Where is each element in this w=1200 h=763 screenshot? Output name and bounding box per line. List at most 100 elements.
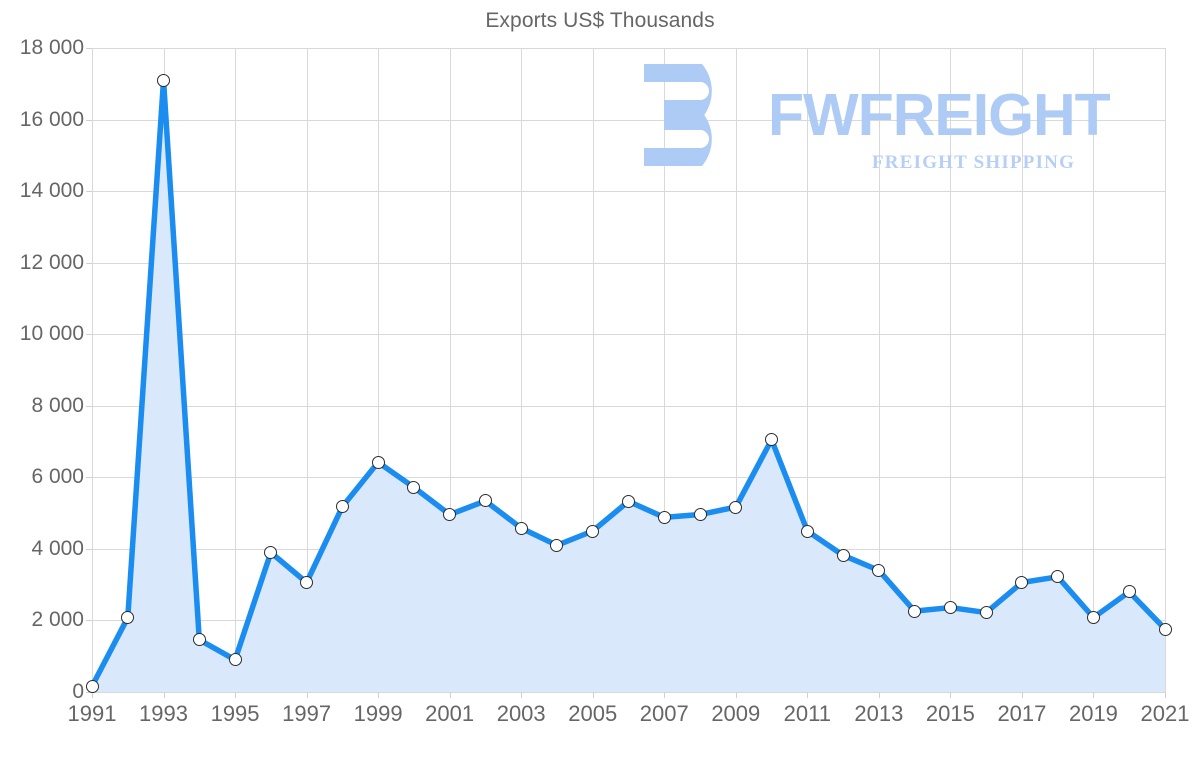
data-point-marker[interactable]	[1122, 585, 1136, 599]
gridline-vertical	[378, 48, 380, 692]
x-axis-tick-label: 2009	[711, 701, 761, 726]
data-point-marker[interactable]	[765, 433, 779, 447]
x-axis-tick-label: 1995	[210, 701, 260, 726]
data-point-marker[interactable]	[157, 73, 171, 87]
y-axis-tick-label: 14 000	[19, 179, 84, 203]
gridline-vertical	[521, 48, 523, 692]
gridline-horizontal	[92, 191, 1165, 193]
y-tick-mark	[86, 262, 92, 264]
x-tick-mark	[378, 692, 380, 698]
data-point-marker[interactable]	[1086, 611, 1100, 625]
data-point-marker[interactable]	[1051, 570, 1065, 584]
gridline-vertical	[1093, 48, 1095, 692]
x-axis-tick-label: 1999	[353, 701, 403, 726]
data-point-marker[interactable]	[729, 500, 743, 514]
data-point-marker[interactable]	[908, 604, 922, 618]
x-axis-tick-label: 1997	[282, 701, 332, 726]
data-point-marker[interactable]	[300, 576, 314, 590]
x-tick-mark	[592, 692, 594, 698]
gridline-vertical	[449, 48, 451, 692]
x-axis-tick-label: 2007	[639, 701, 689, 726]
y-axis-tick-label: 4 000	[31, 536, 84, 560]
x-axis-tick-label: 2015	[925, 701, 975, 726]
gridline-vertical	[735, 48, 737, 692]
gridline-vertical	[1021, 48, 1023, 692]
x-tick-mark	[449, 692, 451, 698]
data-point-marker[interactable]	[943, 601, 957, 615]
y-tick-mark	[86, 119, 92, 121]
data-point-marker[interactable]	[1015, 576, 1029, 590]
x-axis-tick-label: 2021	[1140, 701, 1190, 726]
data-point-marker[interactable]	[228, 653, 242, 667]
data-point-marker[interactable]	[550, 538, 564, 552]
gridline-vertical	[807, 48, 809, 692]
data-point-marker[interactable]	[443, 508, 457, 522]
gridline-horizontal	[92, 405, 1165, 407]
x-tick-mark	[163, 692, 165, 698]
x-tick-mark	[1165, 692, 1166, 698]
gridline-horizontal	[92, 48, 1165, 49]
gridline-vertical	[950, 48, 952, 692]
y-axis-tick-label: 18 000	[19, 36, 84, 59]
gridline-vertical	[878, 48, 880, 692]
gridline-vertical	[1165, 48, 1166, 692]
data-point-marker[interactable]	[478, 494, 492, 508]
data-point-marker[interactable]	[586, 524, 600, 538]
gridline-vertical	[592, 48, 594, 692]
gridline-vertical	[235, 48, 237, 692]
y-axis-tick-label: 2 000	[31, 608, 84, 632]
data-point-marker[interactable]	[800, 524, 814, 538]
x-axis-tick-label: 2005	[568, 701, 618, 726]
x-axis-tick-label: 2017	[997, 701, 1047, 726]
y-axis-tick-label: 10 000	[19, 322, 84, 346]
chart-title: Exports US$ Thousands	[485, 9, 715, 32]
x-tick-mark	[1021, 692, 1023, 698]
data-point-marker[interactable]	[693, 508, 707, 522]
y-tick-mark	[86, 48, 92, 49]
area-fill	[92, 80, 1165, 692]
x-axis-tick-label: 2003	[496, 701, 546, 726]
x-axis-tick-label: 1993	[139, 701, 189, 726]
y-axis-tick-label: 8 000	[31, 393, 84, 417]
data-point-marker[interactable]	[85, 679, 99, 693]
x-tick-mark	[92, 692, 93, 698]
data-point-marker[interactable]	[335, 500, 349, 514]
data-point-marker[interactable]	[657, 510, 671, 524]
x-axis-tick-label: 2013	[854, 701, 904, 726]
data-point-marker[interactable]	[192, 633, 206, 647]
y-axis-tick-label: 6 000	[31, 465, 84, 489]
gridline-horizontal	[92, 262, 1165, 264]
x-tick-mark	[664, 692, 666, 698]
gridline-horizontal	[92, 692, 1165, 693]
x-tick-mark	[735, 692, 737, 698]
y-tick-mark	[86, 334, 92, 336]
y-tick-mark	[86, 548, 92, 550]
x-axis-tick-label: 1991	[67, 701, 117, 726]
data-point-marker[interactable]	[514, 521, 528, 535]
y-axis-tick-label: 16 000	[19, 107, 84, 131]
data-point-marker[interactable]	[1158, 622, 1172, 636]
gridline-horizontal	[92, 334, 1165, 336]
y-tick-mark	[86, 477, 92, 479]
x-tick-mark	[1093, 692, 1095, 698]
x-tick-mark	[306, 692, 308, 698]
y-tick-mark	[86, 405, 92, 407]
x-tick-mark	[807, 692, 809, 698]
gridline-vertical	[306, 48, 308, 692]
y-tick-mark	[86, 620, 92, 622]
gridline-vertical	[664, 48, 666, 692]
x-tick-mark	[235, 692, 237, 698]
data-point-marker[interactable]	[872, 563, 886, 577]
data-point-marker[interactable]	[836, 548, 850, 562]
data-point-marker[interactable]	[407, 480, 421, 494]
y-axis-tick-label: 0	[72, 680, 84, 703]
data-point-marker[interactable]	[622, 494, 635, 508]
data-point-marker[interactable]	[371, 455, 385, 469]
data-point-marker[interactable]	[121, 611, 135, 625]
data-point-marker[interactable]	[264, 545, 278, 559]
x-tick-mark	[878, 692, 880, 698]
gridline-horizontal	[92, 119, 1165, 121]
y-axis-tick-label: 12 000	[19, 250, 84, 274]
data-point-marker[interactable]	[979, 606, 993, 620]
